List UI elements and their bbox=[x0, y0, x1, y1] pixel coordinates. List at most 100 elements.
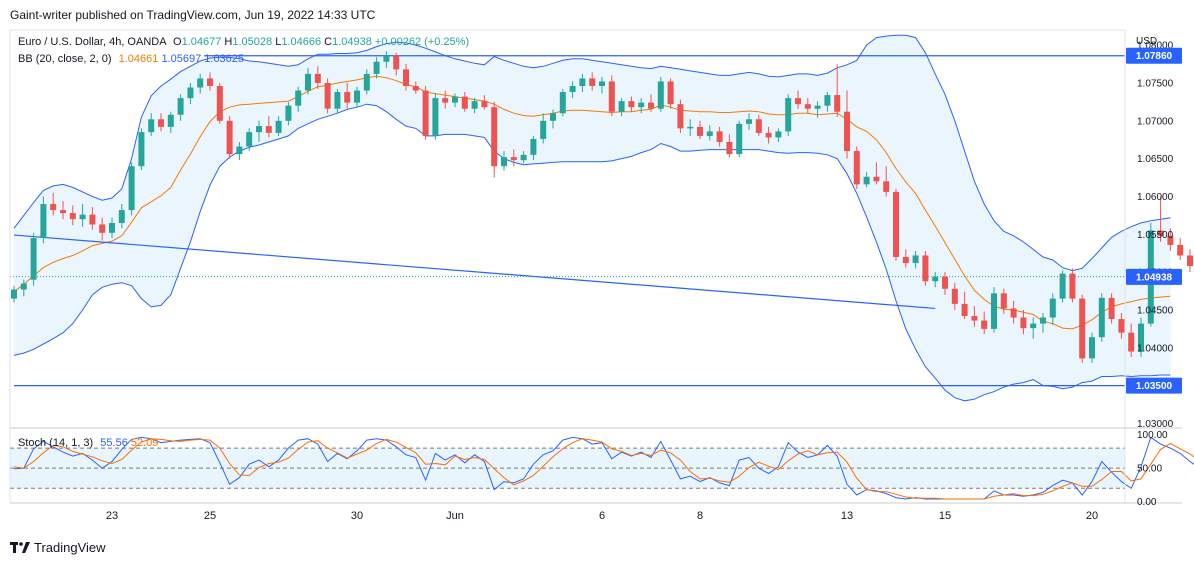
candle[interactable] bbox=[912, 250, 919, 269]
candle[interactable] bbox=[334, 89, 341, 114]
candle[interactable] bbox=[804, 98, 811, 114]
candle[interactable] bbox=[951, 282, 958, 310]
candle[interactable] bbox=[638, 98, 645, 114]
candle[interactable] bbox=[648, 94, 654, 112]
candle[interactable] bbox=[403, 64, 409, 91]
candle[interactable] bbox=[510, 149, 517, 167]
candle[interactable] bbox=[873, 162, 880, 185]
candle[interactable] bbox=[256, 120, 262, 142]
candle[interactable] bbox=[814, 101, 821, 118]
candle[interactable] bbox=[501, 151, 507, 171]
candle[interactable] bbox=[569, 81, 576, 99]
trend-line[interactable] bbox=[13, 234, 936, 310]
candle[interactable] bbox=[1089, 332, 1095, 363]
candle[interactable] bbox=[1059, 270, 1066, 303]
candle[interactable] bbox=[30, 232, 37, 286]
candle[interactable] bbox=[922, 250, 929, 286]
candle[interactable] bbox=[40, 196, 47, 244]
candle[interactable] bbox=[1167, 228, 1174, 251]
candle[interactable] bbox=[687, 119, 694, 136]
candle[interactable] bbox=[1118, 312, 1125, 339]
candle[interactable] bbox=[99, 217, 106, 241]
candle[interactable] bbox=[207, 72, 213, 91]
candle[interactable] bbox=[589, 72, 596, 91]
candle[interactable] bbox=[158, 113, 164, 132]
candle[interactable] bbox=[599, 76, 605, 94]
candle[interactable] bbox=[932, 272, 939, 288]
candle[interactable] bbox=[1079, 294, 1086, 363]
candle[interactable] bbox=[265, 116, 272, 138]
bb-label[interactable]: BB (20, close, 2, 0) bbox=[18, 53, 112, 65]
candle[interactable] bbox=[736, 120, 743, 158]
candle[interactable] bbox=[11, 285, 17, 303]
candle[interactable] bbox=[1138, 317, 1144, 357]
stoch-label[interactable]: Stoch (14, 1, 3) bbox=[18, 437, 94, 449]
candle[interactable] bbox=[1030, 317, 1037, 339]
candle[interactable] bbox=[1040, 312, 1046, 333]
candle[interactable] bbox=[540, 113, 547, 144]
candle[interactable] bbox=[89, 207, 96, 230]
candle[interactable] bbox=[981, 311, 988, 335]
symbol-title[interactable]: Euro / U.S. Dollar, 4h, OANDA bbox=[18, 36, 166, 48]
candle[interactable] bbox=[354, 86, 360, 108]
candle[interactable] bbox=[775, 128, 782, 142]
candle[interactable] bbox=[363, 69, 370, 95]
candle[interactable] bbox=[1000, 288, 1007, 314]
candle[interactable] bbox=[20, 279, 27, 297]
candle[interactable] bbox=[177, 94, 184, 121]
candle[interactable] bbox=[1108, 293, 1115, 324]
candle[interactable] bbox=[716, 126, 723, 147]
candle[interactable] bbox=[109, 217, 115, 239]
candle[interactable] bbox=[305, 67, 311, 95]
candle[interactable] bbox=[167, 111, 174, 133]
candle[interactable] bbox=[550, 109, 556, 129]
candle[interactable] bbox=[344, 82, 351, 109]
candle[interactable] bbox=[1020, 309, 1027, 335]
candle[interactable] bbox=[765, 126, 772, 144]
candle[interactable] bbox=[187, 82, 194, 105]
candle[interactable] bbox=[412, 81, 419, 94]
candle[interactable] bbox=[863, 172, 870, 188]
candle[interactable] bbox=[559, 89, 566, 117]
candle[interactable] bbox=[677, 99, 684, 133]
candle[interactable] bbox=[197, 73, 204, 94]
candle[interactable] bbox=[60, 201, 66, 220]
candle[interactable] bbox=[628, 96, 635, 112]
candle[interactable] bbox=[481, 95, 488, 110]
candle[interactable] bbox=[706, 125, 713, 141]
candle[interactable] bbox=[128, 162, 135, 216]
candle[interactable] bbox=[236, 141, 243, 161]
candle[interactable] bbox=[795, 90, 801, 109]
candle[interactable] bbox=[942, 272, 948, 295]
candle[interactable] bbox=[461, 92, 468, 112]
candle[interactable] bbox=[295, 86, 302, 112]
candle[interactable] bbox=[853, 146, 860, 189]
candle[interactable] bbox=[373, 57, 380, 79]
candle[interactable] bbox=[1098, 293, 1105, 342]
candle[interactable] bbox=[1010, 300, 1017, 324]
candle[interactable] bbox=[491, 101, 498, 178]
candle[interactable] bbox=[883, 166, 890, 197]
candle[interactable] bbox=[844, 90, 850, 159]
candle[interactable] bbox=[275, 116, 282, 136]
candle[interactable] bbox=[1069, 268, 1076, 303]
candle[interactable] bbox=[471, 98, 478, 114]
candle[interactable] bbox=[961, 291, 968, 320]
candle[interactable] bbox=[893, 188, 899, 261]
candle[interactable] bbox=[608, 75, 615, 117]
candle[interactable] bbox=[530, 135, 537, 161]
candle[interactable] bbox=[324, 78, 331, 114]
candle[interactable] bbox=[726, 134, 733, 158]
candle[interactable] bbox=[452, 93, 458, 108]
candle[interactable] bbox=[746, 113, 752, 130]
candle[interactable] bbox=[79, 204, 86, 227]
candle[interactable] bbox=[393, 52, 400, 76]
candle[interactable] bbox=[432, 93, 439, 140]
candle[interactable] bbox=[834, 64, 841, 118]
candle[interactable] bbox=[226, 116, 233, 159]
candle[interactable] bbox=[138, 128, 145, 170]
stoch-pane[interactable] bbox=[10, 436, 1194, 500]
candle[interactable] bbox=[697, 120, 703, 139]
candle[interactable] bbox=[755, 114, 762, 136]
candle[interactable] bbox=[50, 192, 57, 216]
